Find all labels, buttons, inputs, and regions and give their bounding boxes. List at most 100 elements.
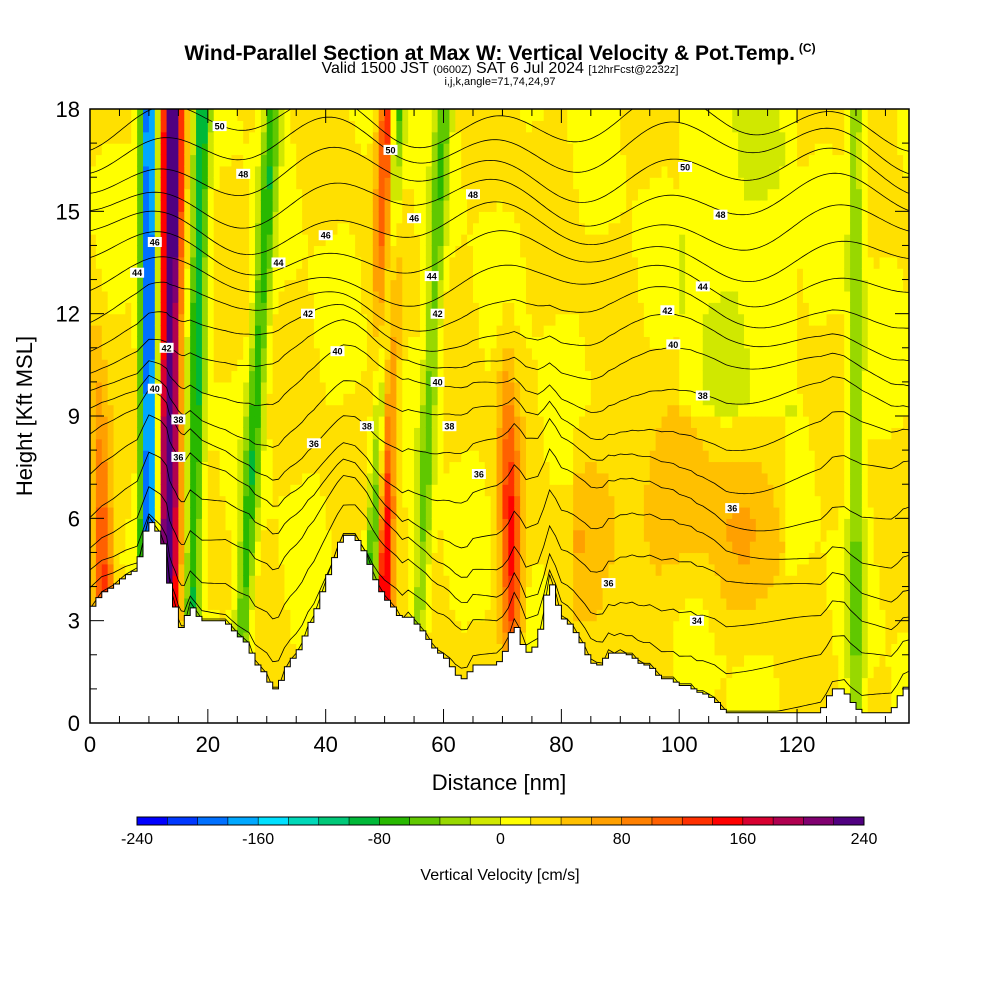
velocity-cell xyxy=(237,290,244,303)
velocity-cell xyxy=(425,211,433,224)
velocity-cell xyxy=(219,165,227,178)
velocity-cell xyxy=(467,290,474,303)
velocity-cell xyxy=(178,461,185,474)
velocity-cell xyxy=(514,563,521,576)
velocity-cell xyxy=(101,347,109,360)
velocity-cell xyxy=(372,234,380,247)
velocity-cell xyxy=(425,290,433,303)
velocity-cell xyxy=(249,268,256,281)
velocity-cell xyxy=(419,563,427,576)
velocity-cell xyxy=(390,109,397,121)
velocity-cell xyxy=(172,313,179,326)
velocity-cell xyxy=(455,586,462,599)
velocity-cell xyxy=(561,154,568,167)
velocity-cell xyxy=(478,495,486,508)
velocity-cell xyxy=(437,109,445,121)
velocity-cell xyxy=(584,234,592,247)
velocity-cell xyxy=(131,336,138,349)
velocity-cell xyxy=(131,143,138,156)
velocity-cell xyxy=(472,529,480,542)
velocity-cell xyxy=(196,302,203,315)
velocity-cell xyxy=(414,143,421,156)
velocity-cell xyxy=(561,222,568,235)
velocity-cell xyxy=(125,199,132,212)
velocity-cell xyxy=(184,313,191,326)
velocity-cell xyxy=(90,325,97,338)
velocity-cell xyxy=(302,109,309,121)
velocity-cell xyxy=(443,290,451,303)
velocity-cell xyxy=(355,381,362,394)
velocity-cell xyxy=(514,529,521,542)
velocity-cell xyxy=(414,188,421,201)
velocity-cell xyxy=(296,518,303,531)
velocity-cell xyxy=(184,370,191,383)
velocity-cell xyxy=(284,177,291,190)
velocity-cell xyxy=(113,450,121,463)
velocity-cell xyxy=(514,506,521,519)
velocity-cell xyxy=(537,177,545,190)
velocity-cell xyxy=(213,234,221,247)
velocity-cell xyxy=(331,336,339,349)
velocity-cell xyxy=(243,597,250,610)
velocity-cell xyxy=(579,450,586,463)
velocity-cell xyxy=(213,518,221,531)
velocity-cell xyxy=(472,654,480,667)
velocity-cell xyxy=(260,165,268,178)
velocity-cell xyxy=(308,109,315,121)
velocity-cell xyxy=(590,336,598,349)
velocity-cell xyxy=(278,211,286,224)
velocity-cell xyxy=(101,438,109,451)
velocity-cell xyxy=(243,427,250,440)
velocity-cell xyxy=(319,563,327,576)
velocity-cell xyxy=(596,234,604,247)
velocity-cell xyxy=(278,541,286,554)
velocity-cell xyxy=(172,393,179,406)
velocity-cell xyxy=(496,154,504,167)
velocity-cell xyxy=(207,404,215,417)
velocity-cell xyxy=(584,325,592,338)
velocity-cell xyxy=(266,199,274,212)
velocity-cell xyxy=(437,245,445,258)
velocity-cell xyxy=(378,541,386,554)
velocity-cell xyxy=(543,256,551,269)
velocity-cell xyxy=(443,302,451,315)
velocity-cell xyxy=(313,495,321,508)
velocity-cell xyxy=(372,245,380,258)
velocity-cell xyxy=(143,450,150,463)
velocity-cell xyxy=(278,143,286,156)
velocity-cell xyxy=(313,518,321,531)
velocity-cell xyxy=(549,268,557,281)
velocity-cell xyxy=(579,381,586,394)
velocity-cell xyxy=(131,245,138,258)
velocity-cell xyxy=(231,620,238,633)
velocity-cell xyxy=(455,177,462,190)
velocity-cell xyxy=(131,518,138,531)
velocity-cell xyxy=(378,518,386,531)
velocity-cell xyxy=(343,234,350,247)
velocity-cell xyxy=(213,484,221,497)
velocity-cell xyxy=(302,313,309,326)
velocity-cell xyxy=(272,302,280,315)
velocity-cell xyxy=(243,302,250,315)
velocity-cell xyxy=(608,336,615,349)
velocity-cell xyxy=(449,325,456,338)
velocity-cell xyxy=(366,279,374,292)
velocity-cell xyxy=(390,268,397,281)
velocity-cell xyxy=(508,347,515,360)
velocity-cell xyxy=(172,461,179,474)
velocity-cell xyxy=(478,427,486,440)
velocity-cell xyxy=(543,109,551,121)
velocity-cell xyxy=(131,404,138,417)
velocity-cell xyxy=(254,461,262,474)
velocity-cell xyxy=(508,154,515,167)
velocity-cell xyxy=(337,529,344,542)
velocity-cell xyxy=(561,256,568,269)
velocity-cell xyxy=(431,336,439,349)
velocity-cell xyxy=(207,393,215,406)
velocity-cell xyxy=(419,484,427,497)
velocity-cell xyxy=(272,336,280,349)
velocity-cell xyxy=(213,188,221,201)
velocity-cell xyxy=(531,552,539,565)
velocity-cell xyxy=(502,506,509,519)
velocity-cell xyxy=(425,586,433,599)
